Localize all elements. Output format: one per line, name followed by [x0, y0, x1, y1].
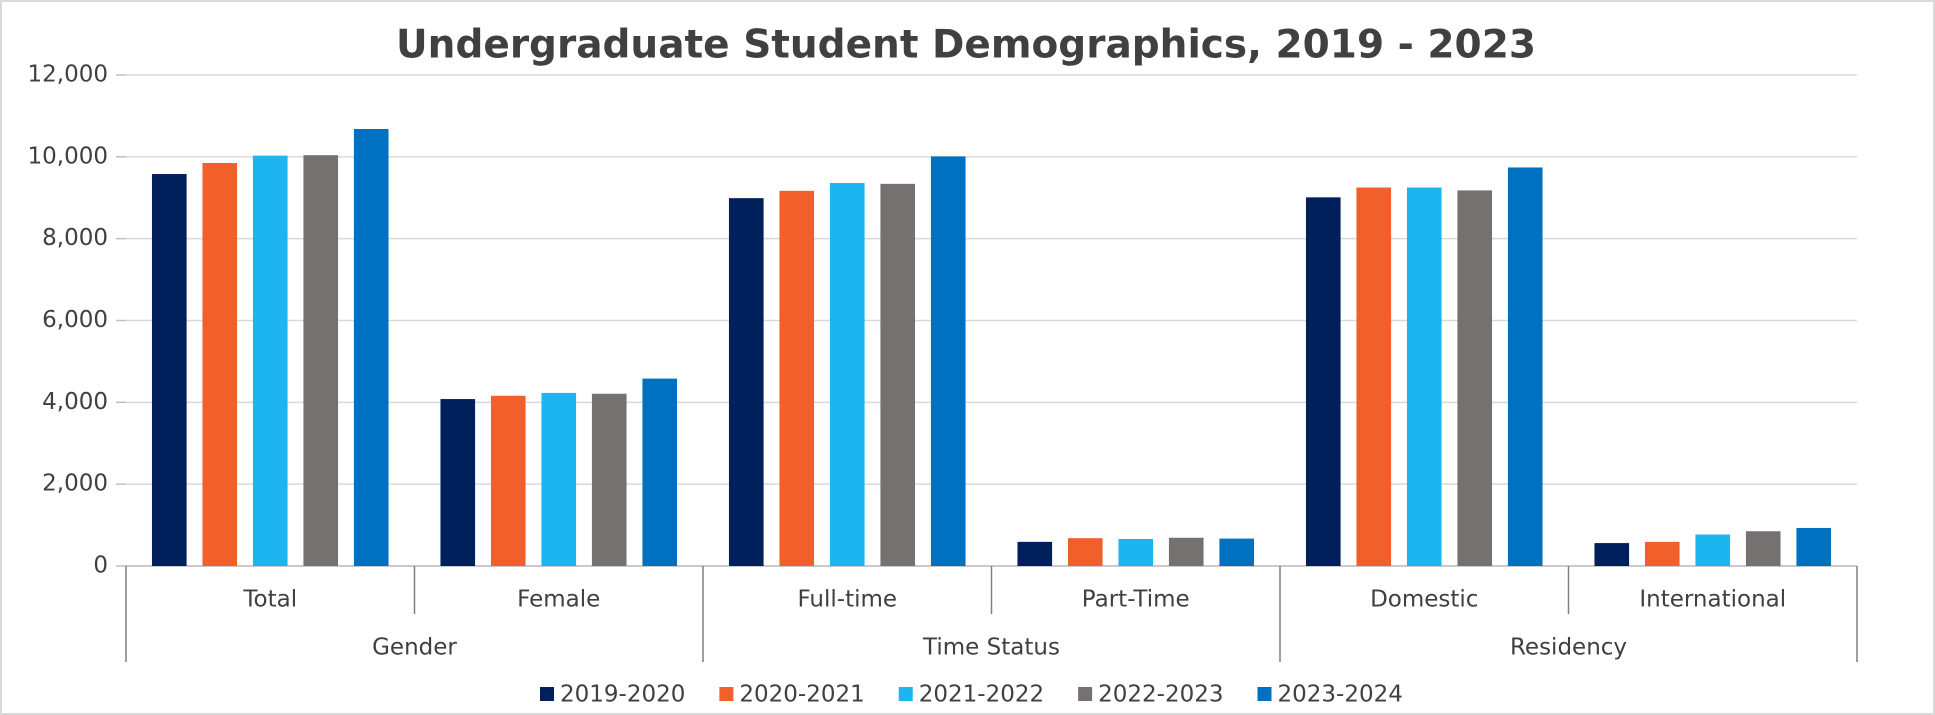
x-tick-label: Part-Time	[1082, 587, 1190, 613]
bar	[591, 393, 627, 566]
legend-label: 2023-2024	[1278, 682, 1403, 708]
bar	[1594, 543, 1630, 566]
bar	[880, 183, 916, 567]
legend-label: 2019-2020	[560, 682, 685, 708]
legend-swatch	[898, 687, 913, 701]
bar	[151, 174, 187, 567]
bar	[541, 392, 577, 566]
bar	[252, 155, 288, 566]
bar	[353, 129, 389, 566]
bar	[1168, 537, 1204, 566]
y-tick-label: 10,000	[28, 143, 108, 169]
bar	[202, 162, 238, 567]
bar	[642, 378, 678, 566]
y-tick-label: 8,000	[42, 225, 108, 251]
bar	[1305, 197, 1341, 567]
group-label: Residency	[1510, 635, 1627, 661]
bar	[930, 156, 966, 566]
bar	[1745, 531, 1781, 566]
bar	[1695, 534, 1731, 566]
group-label: Time Status	[922, 635, 1060, 661]
bar	[829, 183, 865, 566]
x-tick-label: Domestic	[1370, 587, 1478, 613]
bar	[1067, 538, 1103, 566]
x-tick-label: Full-time	[797, 587, 897, 613]
bar	[1017, 541, 1053, 566]
bar	[490, 395, 526, 566]
chart-title: Undergraduate Student Demographics, 2019…	[396, 23, 1536, 68]
bar	[440, 399, 476, 566]
bar	[303, 155, 339, 567]
bar	[728, 198, 764, 566]
bar	[1356, 187, 1392, 567]
legend-label: 2022-2023	[1098, 682, 1223, 708]
bar	[1644, 541, 1680, 566]
bar	[1507, 167, 1543, 566]
y-tick-label: 0	[93, 553, 108, 579]
y-tick-label: 12,000	[28, 62, 108, 88]
x-tick-label: Total	[242, 587, 297, 613]
legend-swatch	[540, 687, 554, 701]
legend-swatch	[719, 687, 734, 701]
group-label: Gender	[372, 635, 457, 661]
legend-swatch	[1257, 687, 1272, 701]
y-tick-label: 2,000	[42, 471, 108, 497]
bar	[1219, 538, 1255, 566]
legend-swatch	[1078, 687, 1093, 701]
bar	[1796, 527, 1832, 566]
bar	[1457, 190, 1493, 566]
y-tick-label: 6,000	[42, 307, 108, 333]
y-tick-label: 4,000	[42, 389, 108, 415]
legend-label: 2020-2021	[739, 682, 864, 708]
x-tick-label: Female	[517, 587, 600, 613]
x-tick-label: International	[1639, 587, 1786, 613]
bar	[779, 190, 815, 566]
legend-label: 2021-2022	[919, 682, 1044, 708]
bar	[1118, 538, 1154, 566]
bar	[1406, 187, 1442, 567]
